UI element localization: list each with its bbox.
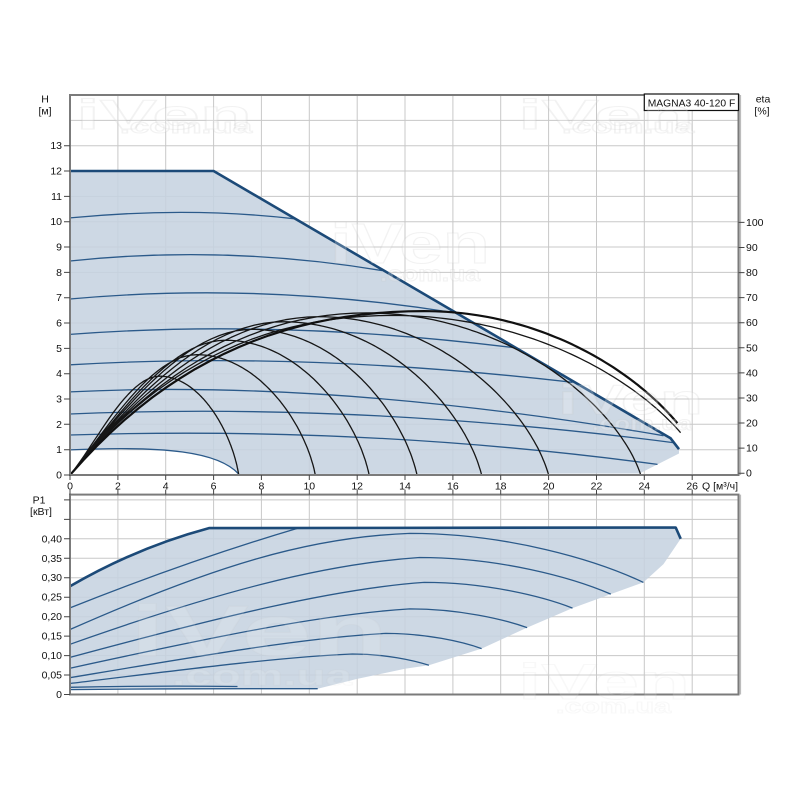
svg-text:0,05: 0,05 [42, 670, 63, 682]
svg-text:.com.ua: .com.ua [592, 414, 693, 435]
svg-text:6: 6 [56, 318, 62, 330]
svg-text:20: 20 [746, 418, 758, 430]
svg-text:H: H [41, 94, 49, 106]
svg-text:0,20: 0,20 [42, 611, 63, 623]
svg-text:iVen: iVen [76, 91, 252, 138]
svg-text:4: 4 [163, 481, 169, 493]
svg-text:0,30: 0,30 [42, 572, 63, 584]
svg-text:[%]: [%] [754, 106, 769, 118]
svg-text:1: 1 [56, 444, 62, 456]
svg-text:26: 26 [686, 481, 698, 493]
svg-text:P1: P1 [33, 495, 46, 507]
svg-text:0,40: 0,40 [42, 533, 63, 545]
svg-text:100: 100 [746, 217, 764, 229]
svg-text:[кВт]: [кВт] [30, 506, 52, 518]
svg-text:.com.ua: .com.ua [172, 660, 353, 692]
svg-text:0: 0 [56, 470, 62, 482]
svg-text:10: 10 [303, 481, 315, 493]
svg-text:.com.ua: .com.ua [380, 263, 480, 286]
svg-text:70: 70 [746, 292, 758, 304]
svg-text:20: 20 [543, 481, 555, 493]
svg-text:16: 16 [447, 481, 459, 493]
svg-text:12: 12 [351, 481, 363, 493]
svg-text:80: 80 [746, 267, 758, 279]
svg-text:[м]: [м] [38, 106, 51, 118]
svg-text:0,25: 0,25 [42, 592, 63, 604]
svg-text:4: 4 [56, 368, 62, 380]
svg-text:13: 13 [50, 140, 62, 152]
svg-text:0,10: 0,10 [42, 650, 63, 662]
svg-text:5: 5 [56, 343, 62, 355]
svg-text:Q [м³/ч]: Q [м³/ч] [702, 481, 738, 493]
svg-text:iVen: iVen [518, 91, 694, 138]
svg-text:0: 0 [56, 689, 62, 701]
svg-text:50: 50 [746, 342, 758, 354]
svg-text:0,15: 0,15 [42, 631, 63, 643]
svg-text:0: 0 [67, 481, 73, 493]
svg-text:0,35: 0,35 [42, 553, 63, 565]
svg-text:MAGNA3 40-120 F: MAGNA3 40-120 F [648, 99, 736, 110]
svg-text:0: 0 [746, 468, 752, 480]
svg-text:.com.ua: .com.ua [562, 116, 696, 138]
svg-text:9: 9 [56, 242, 62, 254]
svg-text:iVen: iVen [518, 654, 690, 710]
svg-text:3: 3 [56, 394, 62, 406]
svg-text:.com.ua: .com.ua [120, 116, 254, 138]
svg-text:eta: eta [756, 94, 771, 106]
svg-text:2: 2 [115, 481, 121, 493]
svg-text:18: 18 [495, 481, 507, 493]
svg-text:12: 12 [50, 166, 62, 178]
svg-text:iVen: iVen [130, 592, 388, 672]
svg-text:2: 2 [56, 419, 62, 431]
svg-text:6: 6 [211, 481, 217, 493]
svg-text:7: 7 [56, 292, 62, 304]
svg-text:10: 10 [50, 216, 62, 228]
svg-text:.com.ua: .com.ua [556, 696, 672, 718]
svg-text:11: 11 [51, 191, 62, 203]
svg-text:30: 30 [746, 393, 758, 405]
svg-text:iVen: iVen [330, 212, 490, 276]
svg-text:14: 14 [399, 481, 411, 493]
svg-text:22: 22 [591, 481, 603, 493]
svg-text:60: 60 [746, 317, 758, 329]
svg-text:8: 8 [56, 267, 62, 279]
svg-text:90: 90 [746, 242, 758, 254]
svg-text:8: 8 [258, 481, 264, 493]
svg-text:iVen: iVen [558, 376, 703, 423]
svg-text:10: 10 [746, 443, 758, 455]
svg-text:40: 40 [746, 367, 758, 379]
svg-text:24: 24 [638, 481, 650, 493]
